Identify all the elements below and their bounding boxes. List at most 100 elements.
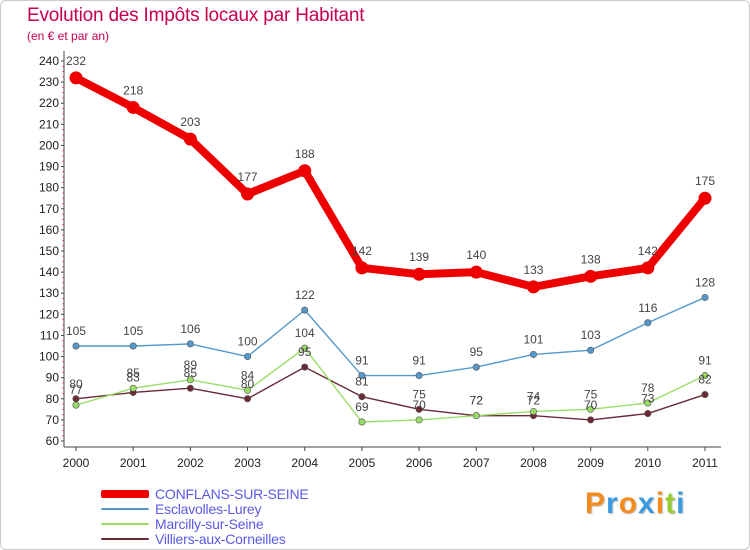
legend-label-marcilly: Marcilly-sur-Seine [155, 515, 264, 532]
data-label-2-7: 72 [470, 394, 484, 408]
data-point-3-5 [358, 393, 366, 401]
data-point-2-6 [415, 416, 423, 424]
data-point-0-8 [526, 280, 540, 294]
logo-letter: P [585, 487, 607, 520]
logo-letter: x [638, 487, 656, 520]
chart-title: Evolution des Impôts locaux par Habitant [27, 5, 365, 26]
data-label-0-9: 138 [581, 252, 601, 266]
series-line-0 [72, 73, 709, 291]
data-label-3-11: 82 [698, 373, 712, 387]
data-label-0-2: 203 [180, 115, 200, 129]
logo-letter: o [618, 487, 639, 520]
x-tick-label: 2000 [63, 456, 90, 470]
data-point-1-5 [358, 372, 366, 380]
data-point-0-11 [698, 191, 712, 205]
data-label-1-6: 91 [412, 354, 426, 368]
data-label-3-0: 80 [69, 377, 83, 391]
data-point-3-6 [415, 405, 423, 413]
data-point-1-1 [129, 342, 137, 350]
data-label-1-3: 100 [238, 335, 258, 349]
data-point-2-0 [72, 401, 80, 409]
legend-label-villiers: Villiers-aux-Corneilles [155, 530, 286, 547]
data-label-2-1: 85 [127, 366, 141, 380]
legend-swatch-villiers [101, 537, 149, 540]
data-label-2-6: 70 [412, 398, 426, 412]
y-tick-label: 160 [39, 223, 59, 237]
data-label-0-3: 177 [238, 170, 258, 184]
data-label-3-9: 70 [584, 398, 598, 412]
x-tick-label: 2011 [692, 456, 718, 470]
data-point-3-10 [644, 410, 652, 418]
data-point-1-0 [72, 342, 80, 350]
legend-swatch-esclavolles [101, 507, 149, 510]
data-point-0-3 [241, 187, 255, 201]
data-label-1-10: 116 [638, 301, 657, 315]
data-label-3-7: 72 [470, 394, 484, 408]
data-point-0-1 [126, 100, 140, 114]
x-tick-label: 2003 [234, 456, 261, 470]
data-label-0-7: 140 [466, 248, 486, 262]
data-point-0-2 [183, 132, 197, 146]
y-tick-label: 140 [39, 265, 59, 279]
proxiti-logo: Proxiti [585, 487, 685, 521]
y-tick-label: 200 [39, 138, 59, 152]
data-point-2-1 [129, 384, 137, 392]
data-point-0-6 [412, 267, 426, 281]
data-label-1-9: 103 [581, 328, 601, 342]
y-tick-label: 150 [39, 244, 59, 258]
legend-swatch-marcilly [101, 522, 149, 525]
data-point-0-9 [584, 269, 598, 283]
legend-swatch-conflans [101, 489, 149, 498]
data-label-0-0: 232 [66, 54, 86, 68]
data-label-1-8: 101 [523, 332, 543, 346]
data-point-2-10 [644, 399, 652, 407]
data-point-1-11 [701, 293, 709, 301]
data-label-1-4: 122 [295, 288, 315, 302]
data-label-2-10: 78 [641, 381, 655, 395]
data-point-0-10 [641, 261, 655, 275]
data-label-3-1: 83 [127, 370, 141, 384]
data-point-2-4 [301, 344, 309, 352]
legend-item-conflans: CONFLANS-SUR-SEINE [101, 486, 309, 502]
data-point-0-4 [298, 164, 312, 178]
data-point-1-9 [587, 346, 595, 354]
data-label-0-8: 133 [523, 263, 543, 277]
data-point-3-11 [701, 391, 709, 399]
series-line-3 [75, 366, 706, 421]
data-label-0-5: 142 [352, 244, 372, 258]
data-label-0-11: 175 [695, 174, 715, 188]
data-point-0-7 [469, 265, 483, 279]
series-line-2 [75, 347, 706, 423]
data-point-1-3 [244, 353, 252, 361]
data-point-1-2 [186, 340, 194, 348]
data-point-1-4 [301, 306, 309, 314]
y-tick-label: 180 [39, 181, 59, 195]
y-tick-label: 100 [39, 350, 59, 364]
chart-legend: CONFLANS-SUR-SEINE Esclavolles-Lurey Mar… [101, 486, 309, 547]
data-point-2-8 [529, 407, 537, 415]
x-tick-label: 2007 [463, 456, 490, 470]
legend-item-esclavolles: Esclavolles-Lurey [101, 501, 309, 517]
x-tick-label: 2002 [177, 456, 204, 470]
data-label-1-5: 91 [355, 354, 369, 368]
y-tick-label: 80 [46, 392, 60, 406]
y-tick-label: 120 [39, 307, 59, 321]
logo-letter: i [676, 487, 686, 520]
legend-item-marcilly: Marcilly-sur-Seine [101, 515, 309, 532]
data-point-2-2 [186, 376, 194, 384]
data-label-1-2: 106 [180, 322, 200, 336]
data-label-3-2: 85 [184, 366, 198, 380]
data-label-0-4: 188 [295, 147, 315, 161]
data-point-1-10 [644, 319, 652, 327]
data-point-1-7 [472, 363, 480, 371]
y-tick-label: 170 [39, 202, 59, 216]
data-label-2-9: 75 [584, 387, 598, 401]
logo-letter: r [606, 487, 619, 520]
data-label-2-3: 84 [241, 368, 255, 382]
data-label-2-8: 74 [527, 389, 541, 403]
data-label-1-1: 105 [123, 324, 143, 338]
y-tick-label: 230 [39, 75, 59, 89]
x-tick-label: 2001 [120, 456, 147, 470]
